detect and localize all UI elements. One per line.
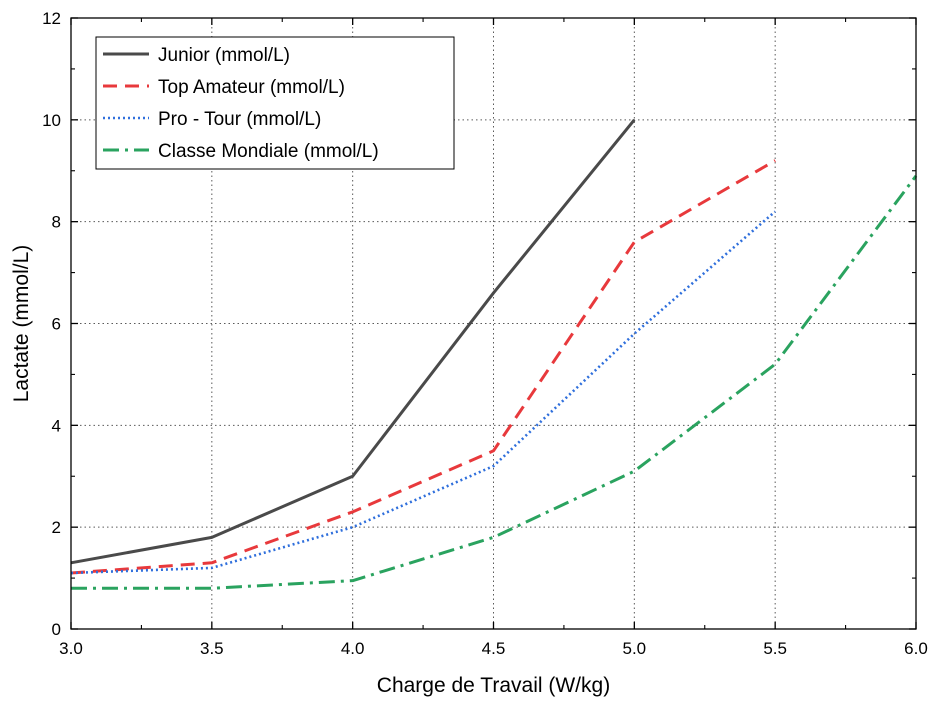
series-lines — [70, 118, 918, 590]
x-tick-label: 4.0 — [341, 639, 365, 658]
legend-label-0: Junior (mmol/L) — [158, 45, 290, 66]
series-line-1 — [70, 159, 776, 575]
legend-box — [95, 36, 455, 170]
legend-label-1: Top Amateur (mmol/L) — [158, 77, 345, 98]
x-axis-title: Charge de Travail (W/kg) — [377, 674, 610, 697]
legend-label-3: Classe Mondiale (mmol/L) — [158, 141, 379, 162]
x-tick-label: 5.0 — [623, 639, 647, 658]
series-line-0 — [70, 118, 636, 565]
series-line-2 — [70, 210, 777, 575]
x-tick-label: 5.5 — [763, 639, 787, 658]
legend: Junior (mmol/L) Top Amateur (mmol/L) Pro -… — [95, 36, 455, 170]
y-tick-label: 2 — [52, 518, 61, 537]
x-tick-label: 3.0 — [59, 639, 83, 658]
y-tick-label: 0 — [52, 620, 61, 639]
y-tick-label: 10 — [42, 111, 61, 130]
x-tick-label: 3.5 — [200, 639, 224, 658]
legend-label-2: Pro - Tour (mmol/L) — [158, 109, 321, 130]
y-tick-label: 6 — [52, 315, 61, 334]
y-tick-label: 8 — [52, 213, 61, 232]
x-tick-label: 4.5 — [482, 639, 506, 658]
y-axis-title: Lactate (mmol/L) — [10, 245, 33, 403]
axes: 3.0 3.5 4.0 4.5 5.0 5.5 6.0 0 2 4 6 8 10 12 — [42, 9, 928, 658]
y-tick-label: 4 — [52, 416, 61, 435]
x-tick-label: 6.0 — [904, 639, 928, 658]
y-tick-label: 12 — [42, 9, 61, 28]
